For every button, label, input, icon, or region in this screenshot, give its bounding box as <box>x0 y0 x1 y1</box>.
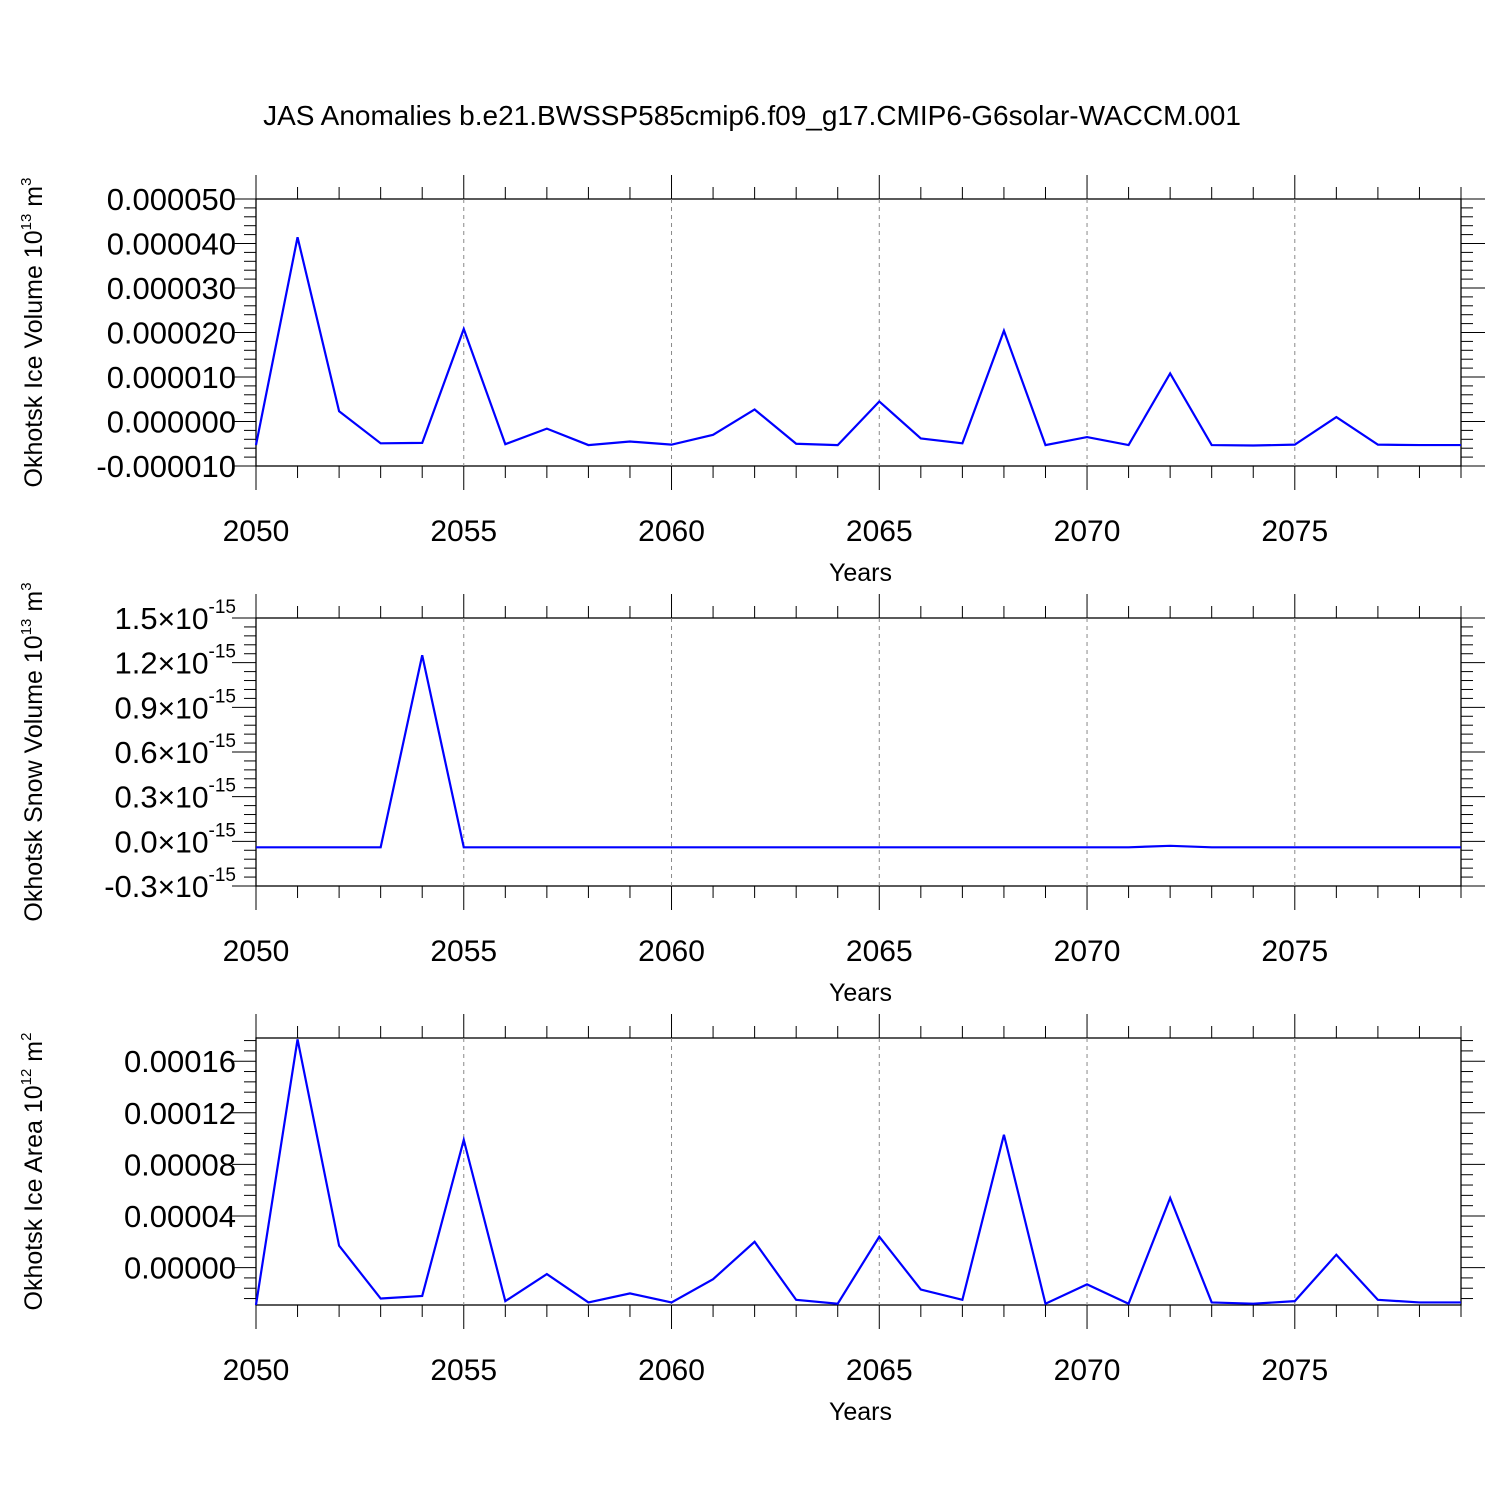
x-tick-label: 2050 <box>223 935 290 968</box>
panel-ice-volume: 2050 2055 2060 2065 2070 2075 Years -0.000010 0.… <box>18 175 1485 587</box>
y-axis-label: Okhotsk Snow Volume 1013m3 <box>18 582 48 921</box>
y-tick-label: 0.00012 <box>124 1096 236 1131</box>
y-tick-label: 0.000020 <box>107 316 236 351</box>
x-tick-label: 2055 <box>430 1354 497 1387</box>
x-tick-label: 2075 <box>1261 935 1328 968</box>
panel-snow-volume: 2050 2055 2060 2065 2070 2075 Years -0.3×10-15 0… <box>18 582 1485 1007</box>
y-tick-label: 0.000030 <box>107 271 236 306</box>
y-tick-label: 0.000010 <box>107 360 236 395</box>
x-tick-label: 2060 <box>638 935 705 968</box>
x-tick-label: 2075 <box>1261 515 1328 548</box>
x-axis-label: Years <box>829 559 892 587</box>
y-tick-label: 0.00000 <box>124 1251 236 1286</box>
x-tick-label: 2055 <box>430 935 497 968</box>
x-tick-label: 2070 <box>1054 1354 1121 1387</box>
y-tick-label: 0.000050 <box>107 182 236 217</box>
y-tick-label: 0.6×10-15 <box>115 731 236 770</box>
series-line <box>254 237 1461 447</box>
y-tick-label: 0.9×10-15 <box>115 686 236 725</box>
y-tick-label: 0.00004 <box>124 1199 236 1234</box>
y-tick-label: -0.000010 <box>96 449 236 484</box>
x-tick-label: 2075 <box>1261 1354 1328 1387</box>
x-tick-label: 2070 <box>1054 515 1121 548</box>
x-tick-label: 2065 <box>846 515 913 548</box>
y-tick-label: 0.0×10-15 <box>115 820 236 859</box>
y-tick-label: -0.3×10-15 <box>104 865 236 904</box>
x-tick-label: 2065 <box>846 935 913 968</box>
x-tick-label: 2060 <box>638 515 705 548</box>
y-tick-label: 0.00008 <box>124 1147 236 1182</box>
chart-title: JAS Anomalies b.e21.BWSSP585cmip6.f09_g1… <box>263 100 1241 131</box>
panel-ice-area: 2050 2055 2060 2065 2070 2075 Years 0.00000 0.00… <box>18 1014 1485 1426</box>
x-axis-label: Years <box>829 1398 892 1426</box>
series-line <box>256 654 1461 849</box>
y-axis-label: Okhotsk Ice Area 1012m2 <box>18 1033 48 1311</box>
x-tick-label: 2055 <box>430 515 497 548</box>
x-tick-label: 2060 <box>638 1354 705 1387</box>
y-axis-label: Okhotsk Ice Volume 1013m3 <box>18 178 48 488</box>
series-line <box>254 1039 1461 1306</box>
plot-frame <box>255 1037 1462 1306</box>
x-tick-label: 2065 <box>846 1354 913 1387</box>
y-tick-label: 0.3×10-15 <box>115 776 236 815</box>
y-tick-label: 1.5×10-15 <box>115 597 236 636</box>
y-tick-label: 0.000040 <box>107 227 236 262</box>
x-axis-label: Years <box>829 979 892 1007</box>
y-tick-label: 0.000000 <box>107 405 236 440</box>
x-tick-label: 2050 <box>223 515 290 548</box>
x-tick-label: 2050 <box>223 1354 290 1387</box>
y-tick-label: 0.00016 <box>124 1044 236 1079</box>
x-tick-label: 2070 <box>1054 935 1121 968</box>
y-tick-label: 1.2×10-15 <box>115 642 236 681</box>
